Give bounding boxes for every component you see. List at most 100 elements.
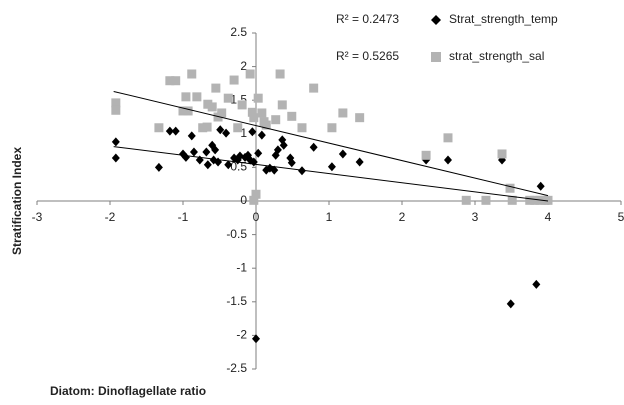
- square-point: [253, 93, 263, 103]
- x-tick-label: -3: [32, 210, 43, 224]
- square-point: [525, 195, 535, 205]
- y-tick-label: 2: [240, 59, 247, 73]
- diamond-point: [287, 158, 296, 168]
- diamond-point: [279, 140, 288, 150]
- diamond-point: [224, 160, 233, 170]
- square-point: [111, 105, 121, 115]
- diamond-point: [327, 162, 336, 172]
- square-point: [187, 69, 197, 79]
- diamond-point: [297, 166, 306, 176]
- square-point: [505, 183, 515, 193]
- trendline: [113, 146, 549, 202]
- legend-marker: [431, 15, 441, 25]
- x-tick-label: 3: [472, 210, 479, 224]
- diamond-point: [248, 127, 257, 137]
- square-point: [338, 108, 348, 118]
- square-point: [327, 123, 337, 133]
- x-axis-title: Diatom: Dinoflagellate ratio: [50, 384, 206, 398]
- square-point: [497, 149, 507, 159]
- square-point: [154, 123, 164, 133]
- square-point: [261, 120, 271, 130]
- diamond-point: [111, 137, 120, 147]
- square-point: [178, 106, 188, 116]
- x-tick-label: 0: [253, 210, 260, 224]
- y-tick-label: -0.5: [226, 227, 247, 241]
- square-point: [202, 122, 212, 132]
- diamond-point: [273, 145, 282, 155]
- diamond-point: [171, 126, 180, 136]
- diamond-point: [257, 130, 266, 140]
- square-point: [287, 111, 297, 121]
- legend-label: strat_strength_sal: [449, 49, 544, 63]
- square-point: [237, 100, 247, 110]
- square-point: [245, 69, 255, 79]
- square-point: [297, 123, 307, 133]
- y-tick-label: -1.5: [226, 294, 247, 308]
- diamond-point: [355, 157, 364, 167]
- x-tick-label: -1: [178, 210, 189, 224]
- square-point: [181, 92, 191, 102]
- diamond-point: [338, 149, 347, 159]
- square-point: [421, 150, 431, 160]
- diamond-point: [532, 279, 541, 289]
- diamond-point: [202, 147, 211, 157]
- square-point: [271, 115, 281, 125]
- trendline: [113, 90, 549, 197]
- x-tick-label: 4: [545, 210, 552, 224]
- square-point: [309, 83, 319, 93]
- diamond-point: [165, 126, 174, 136]
- square-point: [247, 107, 257, 117]
- y-tick-label: 2.5: [230, 25, 247, 39]
- diamond-point: [506, 299, 515, 309]
- diamond-point: [111, 153, 120, 163]
- x-tick-label: 1: [326, 210, 333, 224]
- y-tick-label: -2: [236, 328, 247, 342]
- diamond-point: [443, 155, 452, 165]
- diamond-point: [216, 125, 225, 135]
- square-point: [171, 76, 181, 86]
- y-tick-label: -2.5: [226, 361, 247, 375]
- diamond-point: [154, 162, 163, 172]
- y-tick-label: -1: [236, 260, 247, 274]
- square-point: [207, 102, 217, 112]
- square-point: [461, 195, 471, 205]
- square-point: [257, 108, 267, 118]
- diamond-point: [203, 160, 212, 170]
- diamond-point: [189, 147, 198, 157]
- y-tick-label: 0: [240, 193, 247, 207]
- square-point: [443, 133, 453, 143]
- square-point: [275, 69, 285, 79]
- diamond-point: [270, 165, 279, 175]
- diamond-point: [536, 181, 545, 191]
- square-point: [249, 195, 259, 205]
- square-point: [530, 195, 540, 205]
- square-point: [249, 113, 259, 123]
- diamond-point: [211, 145, 220, 155]
- square-point: [229, 75, 239, 85]
- square-point: [223, 93, 233, 103]
- x-tick-label: 5: [618, 210, 624, 224]
- square-point: [251, 189, 261, 199]
- square-point: [543, 195, 553, 205]
- diamond-point: [187, 131, 196, 141]
- square-point: [211, 83, 221, 93]
- diamond-point: [252, 334, 260, 344]
- legend-r-squared: R² = 0.5265: [336, 49, 399, 63]
- diamond-point: [254, 148, 263, 158]
- square-point: [165, 76, 175, 86]
- square-point: [481, 195, 491, 205]
- square-point: [277, 100, 287, 110]
- y-axis-title: Stratification Index: [10, 147, 24, 255]
- square-point: [192, 92, 202, 102]
- square-point: [355, 113, 365, 123]
- x-tick-label: 2: [399, 210, 406, 224]
- diamond-point: [309, 142, 318, 152]
- legend-r-squared: R² = 0.2473: [336, 12, 399, 26]
- square-point: [217, 108, 227, 118]
- square-point: [507, 195, 517, 205]
- y-tick-label: 1: [240, 126, 247, 140]
- square-point: [111, 98, 121, 108]
- diamond-point: [222, 128, 231, 138]
- legend-marker: [431, 52, 441, 62]
